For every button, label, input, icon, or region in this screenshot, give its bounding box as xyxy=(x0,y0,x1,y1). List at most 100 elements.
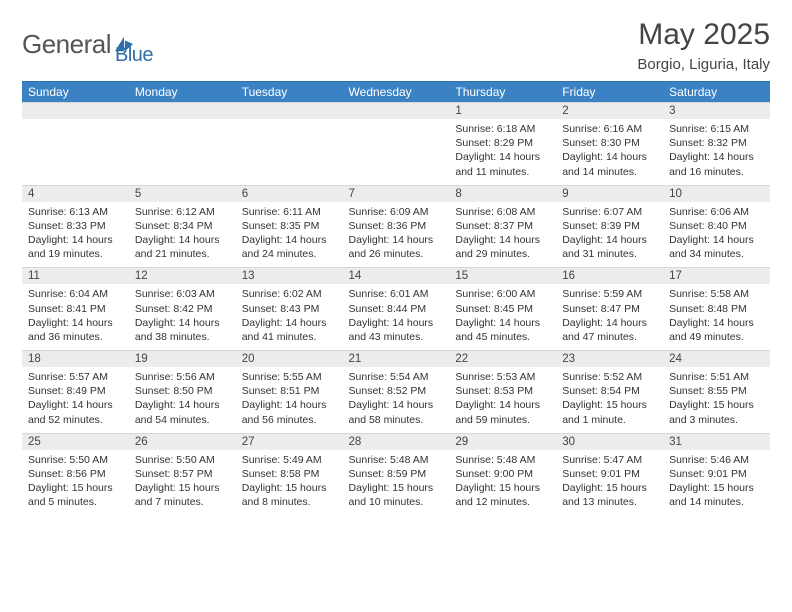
weekday-header: Friday xyxy=(556,82,663,103)
sunrise-text: Sunrise: 6:04 AM xyxy=(28,287,123,301)
sunrise-text: Sunrise: 6:03 AM xyxy=(135,287,230,301)
daylight-text: Daylight: 14 hours and 49 minutes. xyxy=(669,316,764,344)
sunset-text: Sunset: 8:57 PM xyxy=(135,467,230,481)
day-number-cell: 23 xyxy=(556,351,663,368)
daylight-text: Daylight: 15 hours and 8 minutes. xyxy=(242,481,337,509)
daylight-text: Daylight: 14 hours and 56 minutes. xyxy=(242,398,337,426)
sunset-text: Sunset: 8:48 PM xyxy=(669,302,764,316)
day-detail-cell: Sunrise: 6:18 AMSunset: 8:29 PMDaylight:… xyxy=(449,119,556,185)
daylight-text: Daylight: 15 hours and 1 minute. xyxy=(562,398,657,426)
daylight-text: Daylight: 15 hours and 14 minutes. xyxy=(669,481,764,509)
sunrise-text: Sunrise: 6:18 AM xyxy=(455,122,550,136)
calendar-page: General Blue May 2025 Borgio, Liguria, I… xyxy=(0,0,792,515)
day-detail-cell: Sunrise: 5:53 AMSunset: 8:53 PMDaylight:… xyxy=(449,367,556,433)
day-detail-cell: Sunrise: 5:46 AMSunset: 9:01 PMDaylight:… xyxy=(663,450,770,516)
daylight-text: Daylight: 15 hours and 12 minutes. xyxy=(455,481,550,509)
daylight-text: Daylight: 14 hours and 38 minutes. xyxy=(135,316,230,344)
day-detail-row: Sunrise: 6:13 AMSunset: 8:33 PMDaylight:… xyxy=(22,202,770,268)
day-number-cell: 25 xyxy=(22,433,129,450)
sunrise-text: Sunrise: 5:48 AM xyxy=(455,453,550,467)
sunrise-text: Sunrise: 5:55 AM xyxy=(242,370,337,384)
day-detail-cell: Sunrise: 5:52 AMSunset: 8:54 PMDaylight:… xyxy=(556,367,663,433)
calendar-table: Sunday Monday Tuesday Wednesday Thursday… xyxy=(22,82,770,515)
calendar-body: 123Sunrise: 6:18 AMSunset: 8:29 PMDaylig… xyxy=(22,103,770,516)
day-number-row: 123 xyxy=(22,103,770,120)
sunrise-text: Sunrise: 6:13 AM xyxy=(28,205,123,219)
day-number-row: 25262728293031 xyxy=(22,433,770,450)
day-detail-cell: Sunrise: 5:57 AMSunset: 8:49 PMDaylight:… xyxy=(22,367,129,433)
day-detail-cell: Sunrise: 6:16 AMSunset: 8:30 PMDaylight:… xyxy=(556,119,663,185)
day-detail-row: Sunrise: 5:50 AMSunset: 8:56 PMDaylight:… xyxy=(22,450,770,516)
weekday-header: Sunday xyxy=(22,82,129,103)
day-number-row: 11121314151617 xyxy=(22,268,770,285)
day-detail-cell: Sunrise: 6:06 AMSunset: 8:40 PMDaylight:… xyxy=(663,202,770,268)
daylight-text: Daylight: 14 hours and 24 minutes. xyxy=(242,233,337,261)
day-number-cell xyxy=(236,103,343,120)
sunrise-text: Sunrise: 5:46 AM xyxy=(669,453,764,467)
sunset-text: Sunset: 8:33 PM xyxy=(28,219,123,233)
day-number-cell: 19 xyxy=(129,351,236,368)
sunrise-text: Sunrise: 5:57 AM xyxy=(28,370,123,384)
sunset-text: Sunset: 8:34 PM xyxy=(135,219,230,233)
daylight-text: Daylight: 14 hours and 29 minutes. xyxy=(455,233,550,261)
sunset-text: Sunset: 8:49 PM xyxy=(28,384,123,398)
day-detail-cell: Sunrise: 5:51 AMSunset: 8:55 PMDaylight:… xyxy=(663,367,770,433)
sunrise-text: Sunrise: 5:50 AM xyxy=(28,453,123,467)
daylight-text: Daylight: 14 hours and 26 minutes. xyxy=(349,233,444,261)
daylight-text: Daylight: 14 hours and 58 minutes. xyxy=(349,398,444,426)
header-row: General Blue May 2025 Borgio, Liguria, I… xyxy=(22,18,770,73)
sunrise-text: Sunrise: 6:02 AM xyxy=(242,287,337,301)
daylight-text: Daylight: 14 hours and 11 minutes. xyxy=(455,150,550,178)
day-number-cell: 31 xyxy=(663,433,770,450)
title-block: May 2025 Borgio, Liguria, Italy xyxy=(637,18,770,73)
sunset-text: Sunset: 8:35 PM xyxy=(242,219,337,233)
day-detail-cell: Sunrise: 6:00 AMSunset: 8:45 PMDaylight:… xyxy=(449,284,556,350)
weekday-header: Thursday xyxy=(449,82,556,103)
day-detail-cell: Sunrise: 6:12 AMSunset: 8:34 PMDaylight:… xyxy=(129,202,236,268)
day-detail-row: Sunrise: 6:04 AMSunset: 8:41 PMDaylight:… xyxy=(22,284,770,350)
sunset-text: Sunset: 9:00 PM xyxy=(455,467,550,481)
brand-logo: General Blue xyxy=(22,18,153,64)
sunrise-text: Sunrise: 5:59 AM xyxy=(562,287,657,301)
sunset-text: Sunset: 8:59 PM xyxy=(349,467,444,481)
day-detail-cell: Sunrise: 6:15 AMSunset: 8:32 PMDaylight:… xyxy=(663,119,770,185)
day-detail-cell xyxy=(22,119,129,185)
daylight-text: Daylight: 15 hours and 5 minutes. xyxy=(28,481,123,509)
daylight-text: Daylight: 14 hours and 19 minutes. xyxy=(28,233,123,261)
daylight-text: Daylight: 14 hours and 36 minutes. xyxy=(28,316,123,344)
day-number-cell: 24 xyxy=(663,351,770,368)
day-number-cell xyxy=(343,103,450,120)
day-number-cell: 8 xyxy=(449,185,556,202)
sunrise-text: Sunrise: 5:54 AM xyxy=(349,370,444,384)
day-number-cell: 14 xyxy=(343,268,450,285)
sunset-text: Sunset: 8:52 PM xyxy=(349,384,444,398)
day-detail-cell xyxy=(236,119,343,185)
sunrise-text: Sunrise: 6:12 AM xyxy=(135,205,230,219)
daylight-text: Daylight: 14 hours and 54 minutes. xyxy=(135,398,230,426)
sunrise-text: Sunrise: 6:07 AM xyxy=(562,205,657,219)
day-number-cell: 30 xyxy=(556,433,663,450)
weekday-header: Tuesday xyxy=(236,82,343,103)
sunset-text: Sunset: 8:37 PM xyxy=(455,219,550,233)
day-detail-cell: Sunrise: 5:56 AMSunset: 8:50 PMDaylight:… xyxy=(129,367,236,433)
day-detail-row: Sunrise: 6:18 AMSunset: 8:29 PMDaylight:… xyxy=(22,119,770,185)
sunrise-text: Sunrise: 5:47 AM xyxy=(562,453,657,467)
sunset-text: Sunset: 8:55 PM xyxy=(669,384,764,398)
sunrise-text: Sunrise: 6:01 AM xyxy=(349,287,444,301)
day-number-cell: 10 xyxy=(663,185,770,202)
daylight-text: Daylight: 14 hours and 47 minutes. xyxy=(562,316,657,344)
sunset-text: Sunset: 8:51 PM xyxy=(242,384,337,398)
weekday-header: Wednesday xyxy=(343,82,450,103)
day-number-cell: 11 xyxy=(22,268,129,285)
day-number-cell: 20 xyxy=(236,351,343,368)
daylight-text: Daylight: 14 hours and 45 minutes. xyxy=(455,316,550,344)
daylight-text: Daylight: 15 hours and 10 minutes. xyxy=(349,481,444,509)
sunset-text: Sunset: 8:43 PM xyxy=(242,302,337,316)
day-number-cell: 3 xyxy=(663,103,770,120)
day-number-cell: 2 xyxy=(556,103,663,120)
day-number-cell: 7 xyxy=(343,185,450,202)
day-number-cell: 12 xyxy=(129,268,236,285)
day-number-cell: 29 xyxy=(449,433,556,450)
day-detail-cell: Sunrise: 6:13 AMSunset: 8:33 PMDaylight:… xyxy=(22,202,129,268)
sunset-text: Sunset: 8:47 PM xyxy=(562,302,657,316)
